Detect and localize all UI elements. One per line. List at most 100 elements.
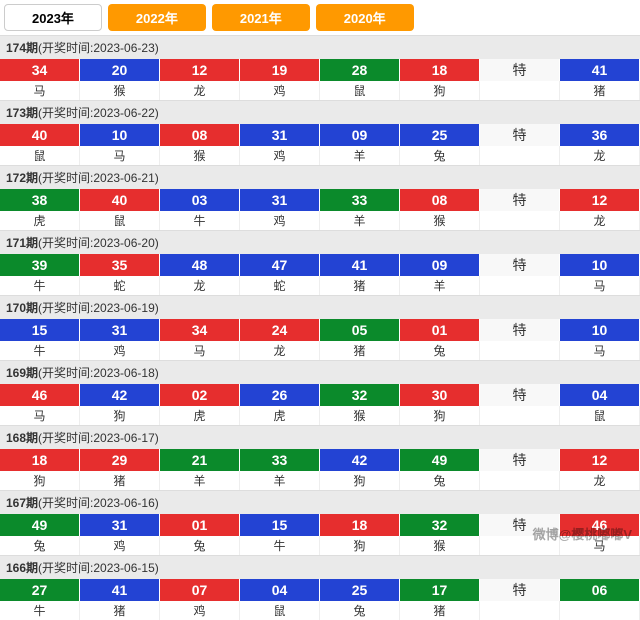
- ball-number: 39: [0, 254, 80, 276]
- ball-number: 25: [320, 579, 400, 601]
- zodiac-label: [480, 536, 560, 555]
- period-header: 168期(开奖时间:2023-06-17): [0, 426, 640, 449]
- zodiac-label: 牛: [0, 601, 80, 620]
- zodiac-label: 鼠: [80, 211, 160, 230]
- zodiac-label: 兔: [400, 146, 480, 165]
- zodiac-label: 狗: [0, 471, 80, 490]
- zodiac-label: 虎: [160, 406, 240, 425]
- zodiac-label: 羊: [400, 276, 480, 295]
- zodiac-label: 马: [0, 81, 80, 100]
- special-marker: 特: [480, 579, 560, 601]
- ball-number: 41: [320, 254, 400, 276]
- ball-number: 19: [240, 59, 320, 81]
- ball-row: 493101151832特46: [0, 514, 640, 536]
- period-block: 167期(开奖时间:2023-06-16)493101151832特46兔鸡兔牛…: [0, 490, 640, 555]
- zodiac-label: 鼠: [240, 601, 320, 620]
- zodiac-label: 牛: [0, 276, 80, 295]
- zodiac-row: 兔鸡兔牛狗猴马: [0, 536, 640, 555]
- ball-number: 33: [240, 449, 320, 471]
- zodiac-label: 猪: [560, 81, 640, 100]
- zodiac-row: 虎鼠牛鸡羊猴龙: [0, 211, 640, 230]
- zodiac-label: 鸡: [240, 146, 320, 165]
- ball-number: 21: [160, 449, 240, 471]
- ball-number: 15: [0, 319, 80, 341]
- ball-number: 29: [80, 449, 160, 471]
- ball-number: 32: [320, 384, 400, 406]
- ball-number: 01: [160, 514, 240, 536]
- ball-number: 42: [320, 449, 400, 471]
- zodiac-label: 鸡: [240, 211, 320, 230]
- ball-number: 34: [0, 59, 80, 81]
- year-tabs: 2023年2022年2021年2020年: [0, 0, 640, 35]
- zodiac-label: 兔: [400, 471, 480, 490]
- zodiac-label: [480, 341, 560, 360]
- ball-number: 26: [240, 384, 320, 406]
- ball-row: 384003313308特12: [0, 189, 640, 211]
- ball-number: 20: [80, 59, 160, 81]
- zodiac-label: 龙: [160, 81, 240, 100]
- zodiac-label: 羊: [160, 471, 240, 490]
- zodiac-label: 猪: [80, 601, 160, 620]
- ball-number: 40: [0, 124, 80, 146]
- ball-number: 08: [400, 189, 480, 211]
- zodiac-label: [480, 471, 560, 490]
- zodiac-label: 鸡: [80, 341, 160, 360]
- ball-number: 18: [0, 449, 80, 471]
- year-tab-2020年[interactable]: 2020年: [316, 4, 414, 31]
- ball-row: 274107042517特06: [0, 579, 640, 601]
- zodiac-label: 猴: [80, 81, 160, 100]
- ball-number: 46: [560, 514, 640, 536]
- ball-number: 12: [160, 59, 240, 81]
- zodiac-label: 龙: [560, 471, 640, 490]
- period-block: 169期(开奖时间:2023-06-18)464202263230特04马狗虎虎…: [0, 360, 640, 425]
- ball-number: 42: [80, 384, 160, 406]
- ball-number: 34: [160, 319, 240, 341]
- special-marker: 特: [480, 59, 560, 81]
- zodiac-label: 鸡: [160, 601, 240, 620]
- zodiac-label: 马: [160, 341, 240, 360]
- zodiac-row: 牛鸡马龙猪兔马: [0, 341, 640, 360]
- ball-number: 35: [80, 254, 160, 276]
- period-header: 167期(开奖时间:2023-06-16): [0, 491, 640, 514]
- zodiac-label: 羊: [320, 211, 400, 230]
- period-block: 168期(开奖时间:2023-06-17)182921334249特12狗猪羊羊…: [0, 425, 640, 490]
- zodiac-label: 狗: [80, 406, 160, 425]
- zodiac-label: 牛: [160, 211, 240, 230]
- zodiac-label: 猴: [400, 211, 480, 230]
- zodiac-label: 牛: [0, 341, 80, 360]
- zodiac-label: 马: [560, 341, 640, 360]
- zodiac-label: [480, 601, 560, 620]
- ball-number: 49: [400, 449, 480, 471]
- zodiac-label: 狗: [400, 81, 480, 100]
- zodiac-label: 马: [80, 146, 160, 165]
- zodiac-label: 猴: [400, 536, 480, 555]
- ball-number: 27: [0, 579, 80, 601]
- ball-number: 04: [560, 384, 640, 406]
- ball-row: 393548474109特10: [0, 254, 640, 276]
- zodiac-label: 龙: [560, 146, 640, 165]
- zodiac-label: 鼠: [0, 146, 80, 165]
- ball-number: 24: [240, 319, 320, 341]
- ball-number: 02: [160, 384, 240, 406]
- ball-number: 07: [160, 579, 240, 601]
- year-tab-2021年[interactable]: 2021年: [212, 4, 310, 31]
- results-list: 174期(开奖时间:2023-06-23)342012192818特41马猴龙鸡…: [0, 35, 640, 620]
- zodiac-label: 猴: [320, 406, 400, 425]
- year-tab-2022年[interactable]: 2022年: [108, 4, 206, 31]
- zodiac-label: 虎: [240, 406, 320, 425]
- ball-number: 12: [560, 189, 640, 211]
- ball-number: 48: [160, 254, 240, 276]
- zodiac-row: 鼠马猴鸡羊兔龙: [0, 146, 640, 165]
- ball-number: 31: [240, 124, 320, 146]
- ball-number: 25: [400, 124, 480, 146]
- zodiac-label: [480, 146, 560, 165]
- year-tab-2023年[interactable]: 2023年: [4, 4, 102, 31]
- zodiac-label: 马: [0, 406, 80, 425]
- ball-row: 342012192818特41: [0, 59, 640, 81]
- ball-number: 04: [240, 579, 320, 601]
- ball-row: 182921334249特12: [0, 449, 640, 471]
- zodiac-row: 牛猪鸡鼠兔猪: [0, 601, 640, 620]
- period-block: 166期(开奖时间:2023-06-15)274107042517特06牛猪鸡鼠…: [0, 555, 640, 620]
- ball-number: 30: [400, 384, 480, 406]
- zodiac-label: 龙: [160, 276, 240, 295]
